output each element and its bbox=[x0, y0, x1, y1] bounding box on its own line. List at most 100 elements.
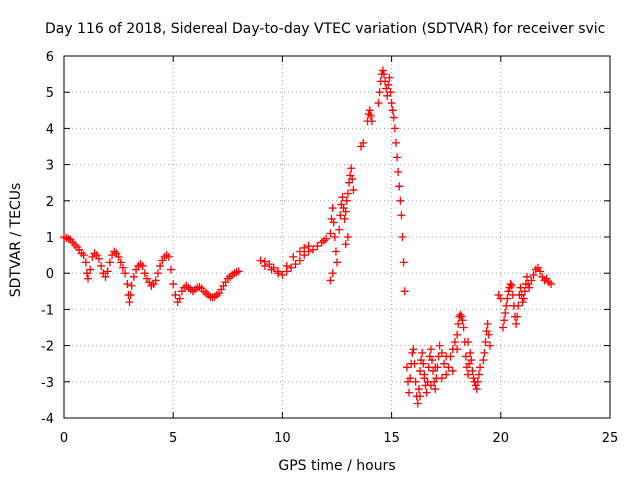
data-point bbox=[340, 214, 349, 223]
data-point bbox=[390, 124, 399, 133]
data-point bbox=[408, 348, 417, 357]
data-point bbox=[291, 260, 300, 269]
data-point bbox=[335, 225, 344, 234]
data-point bbox=[410, 359, 419, 368]
data-point bbox=[234, 267, 243, 276]
data-point bbox=[523, 272, 532, 281]
data-point bbox=[121, 269, 130, 278]
data-point bbox=[398, 233, 407, 241]
x-tick-label: 15 bbox=[383, 431, 400, 446]
data-points bbox=[60, 66, 556, 408]
data-point bbox=[336, 211, 345, 220]
data-point bbox=[419, 359, 428, 368]
data-point bbox=[400, 287, 409, 296]
data-point bbox=[129, 272, 138, 281]
data-point bbox=[295, 247, 304, 256]
y-tick-label: 5 bbox=[46, 86, 54, 101]
data-point bbox=[81, 258, 90, 267]
y-tick-label: 3 bbox=[46, 159, 54, 174]
data-point bbox=[326, 229, 335, 238]
data-point bbox=[330, 233, 339, 241]
data-point bbox=[450, 337, 459, 346]
data-point bbox=[519, 294, 528, 303]
data-point bbox=[414, 385, 423, 394]
data-point bbox=[333, 258, 341, 267]
y-tick-label: -1 bbox=[41, 303, 54, 318]
data-point bbox=[501, 309, 510, 318]
data-point bbox=[125, 298, 134, 307]
y-tick-label: 1 bbox=[46, 231, 54, 246]
data-point bbox=[103, 267, 112, 276]
data-point bbox=[405, 388, 414, 397]
data-point bbox=[431, 385, 440, 394]
data-point bbox=[123, 280, 132, 289]
data-point bbox=[341, 207, 350, 216]
data-point bbox=[175, 294, 184, 303]
y-tick-label: -2 bbox=[41, 340, 54, 355]
data-point bbox=[507, 281, 516, 290]
data-point bbox=[435, 341, 444, 350]
data-point bbox=[101, 272, 110, 281]
data-point bbox=[331, 247, 340, 256]
data-point bbox=[464, 337, 473, 346]
data-point bbox=[114, 252, 123, 261]
data-point bbox=[516, 283, 525, 292]
data-point bbox=[389, 113, 398, 122]
data-point bbox=[156, 261, 165, 270]
data-point bbox=[304, 242, 313, 251]
data-point bbox=[374, 99, 383, 108]
data-point bbox=[127, 281, 136, 290]
data-point bbox=[326, 276, 335, 285]
data-point bbox=[313, 242, 322, 251]
data-point bbox=[394, 167, 403, 176]
data-point bbox=[472, 385, 481, 394]
data-point bbox=[365, 106, 374, 115]
data-point bbox=[343, 189, 352, 198]
data-point bbox=[105, 258, 114, 267]
data-point bbox=[467, 356, 476, 365]
data-point bbox=[151, 276, 160, 285]
data-point bbox=[282, 261, 291, 270]
data-point bbox=[367, 117, 376, 126]
data-point bbox=[453, 345, 462, 354]
data-point bbox=[483, 319, 492, 328]
data-point bbox=[504, 287, 513, 296]
data-point bbox=[274, 269, 283, 278]
data-point bbox=[437, 348, 446, 357]
data-point bbox=[426, 345, 435, 354]
data-point bbox=[481, 337, 490, 346]
data-point bbox=[422, 388, 431, 397]
data-point bbox=[126, 290, 135, 299]
y-tick-label: 2 bbox=[46, 195, 54, 210]
data-point bbox=[86, 265, 95, 274]
data-point bbox=[366, 111, 375, 120]
data-point bbox=[442, 370, 451, 379]
data-point bbox=[342, 196, 351, 205]
data-point bbox=[79, 251, 88, 260]
data-point bbox=[525, 283, 534, 292]
data-point bbox=[402, 363, 411, 372]
data-point bbox=[529, 271, 538, 280]
data-point bbox=[329, 218, 338, 227]
data-point bbox=[308, 245, 317, 254]
data-point bbox=[484, 330, 493, 339]
data-point bbox=[343, 233, 352, 241]
data-point bbox=[328, 269, 337, 278]
data-point bbox=[256, 256, 265, 265]
y-tick-label: -4 bbox=[41, 412, 54, 427]
data-point bbox=[513, 312, 522, 321]
data-point bbox=[164, 252, 173, 261]
data-point bbox=[300, 243, 309, 252]
data-point bbox=[287, 263, 296, 272]
data-point bbox=[375, 88, 384, 97]
data-point bbox=[391, 138, 400, 147]
data-point bbox=[428, 356, 437, 365]
data-point bbox=[448, 366, 457, 375]
data-point bbox=[322, 234, 331, 243]
x-tick-label: 20 bbox=[493, 431, 510, 446]
data-point bbox=[396, 196, 405, 205]
data-point bbox=[348, 175, 357, 184]
data-point bbox=[453, 330, 462, 339]
x-axis-label: GPS time / hours bbox=[278, 458, 395, 474]
data-point bbox=[496, 294, 505, 303]
